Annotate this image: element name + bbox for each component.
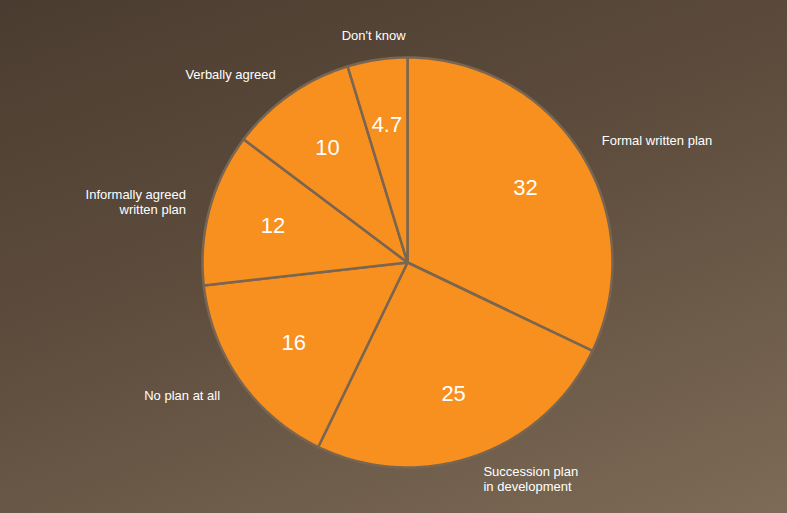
svg-text:Formal written plan: Formal written plan <box>602 133 713 148</box>
svg-text:Verbally agreed: Verbally agreed <box>185 67 275 82</box>
svg-text:Informally agreedwritten plan: Informally agreedwritten plan <box>86 187 186 217</box>
svg-text:Succession planin development: Succession planin development <box>483 464 578 494</box>
svg-text:12: 12 <box>261 213 285 238</box>
svg-text:16: 16 <box>281 330 305 355</box>
svg-text:Don't know: Don't know <box>342 28 407 43</box>
svg-text:No plan at all: No plan at all <box>144 388 220 403</box>
svg-text:10: 10 <box>315 135 339 160</box>
svg-text:25: 25 <box>441 381 465 406</box>
svg-text:32: 32 <box>513 175 537 200</box>
svg-text:4.7: 4.7 <box>372 112 403 137</box>
